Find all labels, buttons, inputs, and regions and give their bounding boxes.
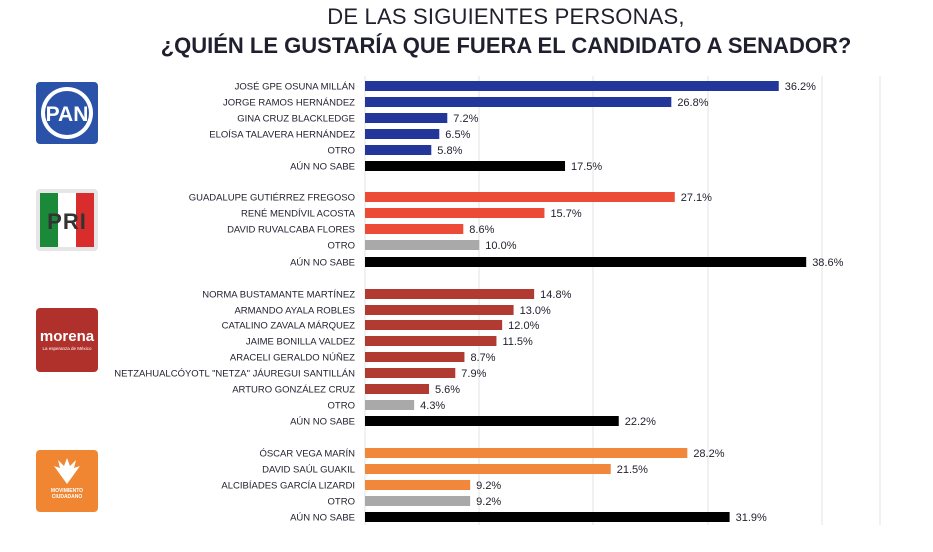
category-label: NETZAHUALCÓYOTL "NETZA" JÁUREGUI SANTILL… [114, 369, 355, 380]
data-label: 26.8% [677, 97, 708, 109]
category-label: ARACELI GERALDO NÚÑEZ [230, 353, 355, 364]
category-label: OTRO [328, 146, 355, 157]
bar [365, 161, 566, 171]
category-label: ARMANDO AYALA ROBLES [234, 306, 355, 317]
category-label: CATALINO ZAVALA MÁRQUEZ [222, 321, 356, 332]
category-label: AÚN NO SABE [290, 258, 355, 269]
data-label: 9.2% [476, 496, 501, 508]
data-label: 5.8% [437, 145, 462, 157]
data-label: 22.2% [625, 416, 656, 428]
data-label: 38.6% [812, 257, 843, 269]
bar-group-morena: NORMA BUSTAMANTE MARTÍNEZ 14.8% ARMANDO AY… [114, 289, 656, 428]
bar [365, 289, 535, 299]
category-label: ELOÍSA TALAVERA HERNÁNDEZ [209, 130, 355, 141]
bar [365, 240, 480, 250]
bar-group-movimiento-ciudadano: ÓSCAR VEGA MARÍN 28.2% DAVID SAÚL GUAKIL 21… [221, 448, 767, 524]
bar [365, 464, 611, 474]
bar [365, 97, 672, 107]
bar [365, 192, 675, 202]
bar [365, 512, 730, 522]
bar [365, 257, 807, 267]
category-label: OTRO [328, 497, 355, 508]
category-label: RENÉ MENDÍVIL ACOSTA [241, 209, 356, 220]
chart-title-line-1: DE LAS SIGUIENTES PERSONAS, [327, 4, 685, 29]
category-label: AÚN NO SABE [290, 162, 355, 173]
category-label: ARTURO GONZÁLEZ CRUZ [232, 385, 355, 396]
bars-layer: JOSÉ GPE OSUNA MILLÁN 36.2% JORGE RAMOS HE… [114, 81, 844, 524]
data-label: 4.3% [420, 400, 445, 412]
category-label: DAVID SAÚL GUAKIL [262, 465, 355, 476]
bar [365, 352, 465, 362]
bar [365, 113, 448, 123]
data-label: 9.2% [476, 480, 501, 492]
data-label: 31.9% [736, 512, 767, 524]
bar [365, 416, 619, 426]
pri-logo-graphic: PRI [40, 193, 94, 247]
category-label: AÚN NO SABE [290, 417, 355, 428]
bar [365, 336, 497, 346]
morena-logo: morena La esperanza de México [36, 308, 98, 372]
category-label: GUADALUPE GUTIÉRREZ FREGOSO [189, 193, 355, 204]
category-label: JOSÉ GPE OSUNA MILLÁN [235, 82, 356, 93]
bar [365, 448, 688, 458]
category-label: ÓSCAR VEGA MARÍN [259, 449, 355, 460]
movimiento-ciudadano-logo-text: MOVIMIENTO CIUDADANO [36, 488, 98, 500]
pri-logo-text: PRI [47, 209, 87, 234]
bar [365, 320, 503, 330]
bar [365, 208, 545, 218]
data-label: 7.2% [453, 113, 478, 125]
pri-logo: PRI [36, 189, 98, 251]
pan-logo-text: PAN [46, 103, 89, 126]
data-label: 27.1% [681, 192, 712, 204]
bar [365, 129, 440, 139]
category-label: NORMA BUSTAMANTE MARTÍNEZ [202, 290, 355, 301]
data-label: 5.6% [435, 384, 460, 396]
data-label: 8.6% [469, 224, 494, 236]
mc-logo-line-1: MOVIMIENTO [50, 488, 84, 494]
category-label: GINA CRUZ BLACKLEDGE [237, 114, 355, 125]
category-label: JAIME BONILLA VALDEZ [246, 337, 355, 348]
bar [365, 400, 415, 410]
bar [365, 224, 464, 234]
data-label: 21.5% [617, 464, 648, 476]
data-label: 15.7% [550, 208, 581, 220]
pan-logo-graphic: PAN [41, 87, 93, 139]
data-label: 36.2% [785, 81, 816, 93]
bar [365, 480, 471, 490]
chart-title-line-2: ¿QUIÉN LE GUSTARÍA QUE FUERA EL CANDIDAT… [160, 33, 852, 58]
data-label: 11.5% [502, 336, 533, 348]
data-label: 14.8% [540, 289, 571, 301]
bar-group-pri: GUADALUPE GUTIÉRREZ FREGOSO 27.1% RENÉ MEN… [189, 192, 844, 269]
bar [365, 496, 471, 506]
movimiento-ciudadano-logo: MOVIMIENTO CIUDADANO [36, 450, 98, 512]
morena-logo-text: morena [39, 328, 95, 345]
data-label: 17.5% [571, 161, 602, 173]
data-label: 7.9% [461, 368, 486, 380]
pan-logo: PAN [36, 82, 98, 144]
data-label: 10.0% [485, 240, 516, 252]
category-label: OTRO [328, 241, 355, 252]
data-label: 13.0% [520, 305, 551, 317]
category-label: OTRO [328, 401, 355, 412]
data-label: 8.7% [470, 352, 495, 364]
bar [365, 145, 432, 155]
bar [365, 81, 779, 91]
morena-logo-subtitle: La esperanza de México [42, 346, 92, 351]
data-label: 6.5% [445, 129, 470, 141]
mc-logo-line-2: CIUDADANO [51, 494, 83, 500]
category-label: JORGE RAMOS HERNÁNDEZ [223, 98, 355, 109]
bar [365, 305, 514, 315]
eagle-icon [54, 458, 80, 484]
category-label: ALCIBÍADES GARCÍA LIZARDI [221, 481, 355, 492]
data-label: 28.2% [693, 448, 724, 460]
category-label: DAVID RUVALCABA FLORES [227, 225, 355, 236]
data-label: 12.0% [508, 320, 539, 332]
bar [365, 384, 430, 394]
category-label: AÚN NO SABE [290, 513, 355, 524]
bar-group-pan: JOSÉ GPE OSUNA MILLÁN 36.2% JORGE RAMOS HE… [209, 81, 816, 173]
bar [365, 368, 456, 378]
